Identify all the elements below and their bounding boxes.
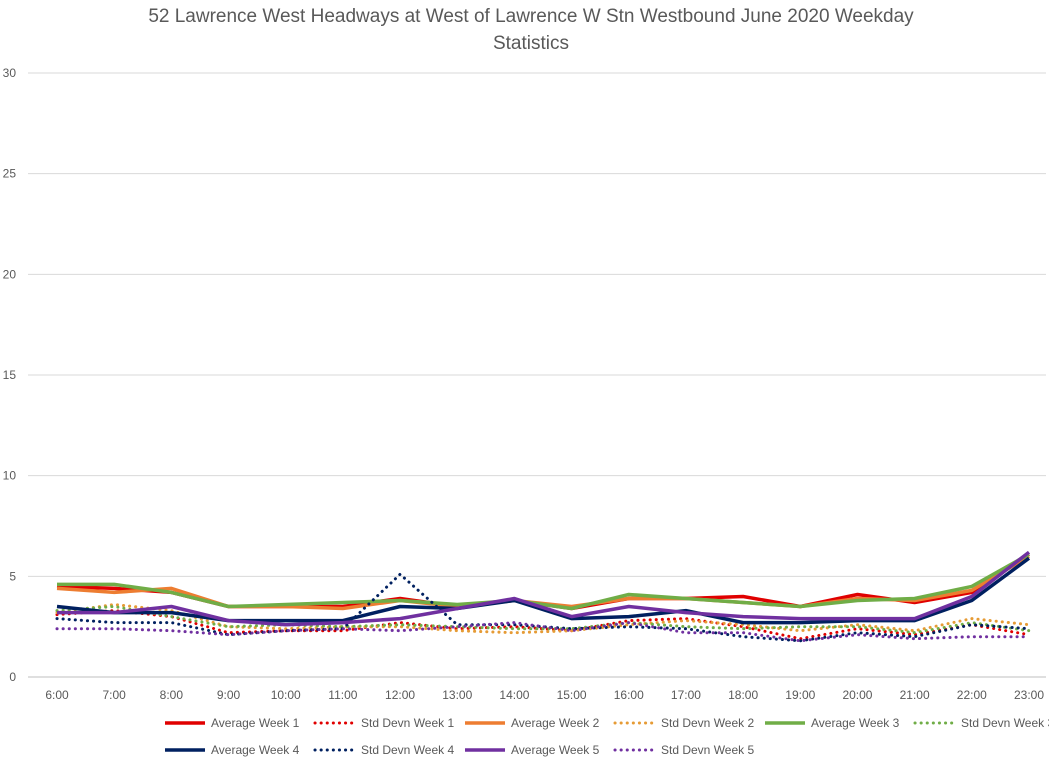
series-line-10 — [55, 621, 1031, 643]
x-tick-label: 12:00 — [385, 688, 415, 702]
x-tick-label: 7:00 — [102, 688, 126, 702]
gridlines — [28, 72, 1046, 678]
series-lines — [55, 550, 1031, 643]
series-line-9 — [57, 550, 1031, 627]
y-tick-label: 10 — [3, 469, 17, 483]
series-line-2 — [55, 609, 1031, 641]
legend-label: Std Devn Week 1 — [361, 716, 454, 730]
y-tick-label: 25 — [3, 167, 17, 181]
series-line-6 — [55, 605, 1031, 635]
y-axis-tick-labels: 0 5 10 15 20 25 30 — [3, 66, 17, 684]
x-tick-label: 10:00 — [271, 688, 301, 702]
y-tick-label: 20 — [3, 267, 17, 281]
x-tick-label: 11:00 — [328, 688, 357, 702]
x-tick-label: 22:00 — [957, 688, 987, 702]
x-tick-label: 18:00 — [728, 688, 758, 702]
x-tick-label: 8:00 — [160, 688, 184, 702]
legend-label: Average Week 3 — [811, 716, 900, 730]
chart-title-line-2: Statistics — [492, 33, 570, 54]
chart-title-line-1: 52 Lawrence West Headways at West of Law… — [148, 6, 914, 27]
x-tick-label: 14:00 — [499, 688, 529, 702]
x-tick-label: 15:00 — [557, 688, 587, 702]
legend: Average Week 1 Std Devn Week 1 Average Wee… — [165, 716, 1049, 757]
x-tick-label: 6:00 — [45, 688, 69, 702]
x-axis-tick-labels: 6:00 7:00 8:00 9:00 10:00 11:00 12:00 13:00 14:0… — [45, 688, 1044, 702]
legend-label: Std Devn Week 2 — [661, 716, 754, 730]
x-tick-label: 23:00 — [1014, 688, 1044, 702]
x-tick-label: 20:00 — [842, 688, 872, 702]
legend-label: Std Devn Week 3 — [961, 716, 1049, 730]
x-tick-label: 21:00 — [900, 688, 930, 702]
series-line-8 — [55, 572, 1031, 643]
series-line-5 — [57, 552, 1030, 611]
x-tick-label: 9:00 — [217, 688, 241, 702]
legend-label: Std Devn Week 4 — [361, 743, 454, 757]
legend-label: Average Week 4 — [211, 743, 300, 757]
legend-label: Std Devn Week 5 — [661, 743, 754, 757]
chart-title: 52 Lawrence West Headways at West of Law… — [0, 3, 1049, 57]
y-tick-label: 30 — [3, 66, 17, 80]
legend-label: Average Week 1 — [211, 716, 300, 730]
y-tick-label: 15 — [3, 368, 17, 382]
y-tick-label: 5 — [9, 569, 16, 583]
x-tick-label: 19:00 — [785, 688, 815, 702]
x-tick-label: 16:00 — [614, 688, 644, 702]
legend-label: Average Week 5 — [511, 743, 600, 757]
x-tick-label: 13:00 — [442, 688, 472, 702]
y-tick-label: 0 — [9, 670, 16, 684]
x-tick-label: 17:00 — [671, 688, 701, 702]
legend-label: Average Week 2 — [511, 716, 600, 730]
